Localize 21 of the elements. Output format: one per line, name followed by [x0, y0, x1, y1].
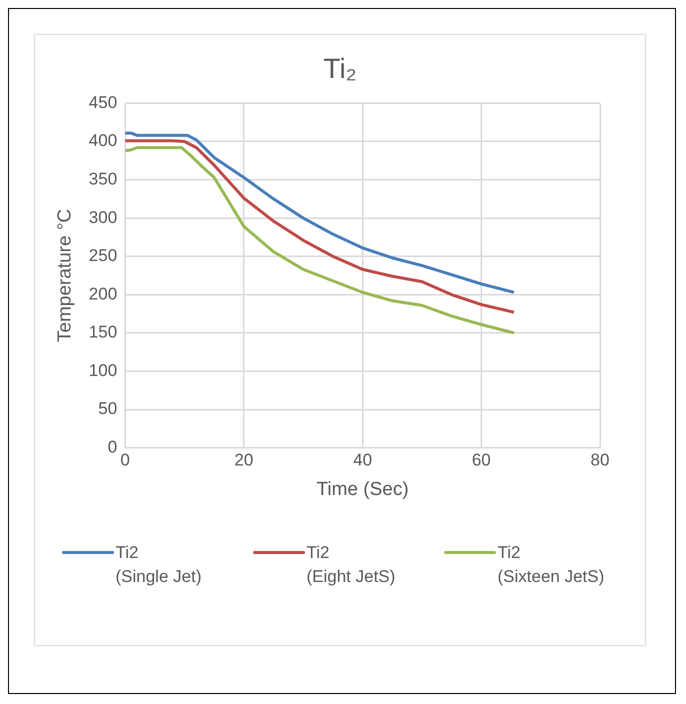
x-tick-label: 0 [120, 450, 130, 470]
x-axis-title: Time (Sec) [316, 478, 409, 500]
chart-title: Ti₂ [322, 53, 358, 85]
y-tick-label: 200 [88, 284, 118, 304]
legend-label: Ti2 (Sixteen JetS) [498, 542, 606, 588]
y-tick-label: 300 [88, 208, 118, 227]
legend-label: Ti2 (Single Jet) [116, 542, 202, 588]
x-tick-label: 60 [472, 450, 491, 470]
y-axis-title: Temperature °C [54, 208, 76, 342]
y-tick-label: 150 [88, 322, 118, 342]
y-tick-label: 250 [88, 246, 118, 266]
x-tick-label: 40 [353, 450, 372, 470]
legend-label: Ti2 (Eight JetS) [306, 542, 396, 588]
y-tick-label: 100 [88, 360, 118, 380]
y-tick-label: 450 [88, 92, 118, 112]
y-tick-label: 400 [88, 131, 118, 150]
y-tick-label: 350 [88, 169, 118, 188]
x-tick-label: 20 [234, 450, 254, 470]
y-tick-label: 50 [98, 399, 118, 418]
x-tick-label: 80 [590, 450, 610, 470]
y-tick-label: 0 [108, 437, 118, 456]
